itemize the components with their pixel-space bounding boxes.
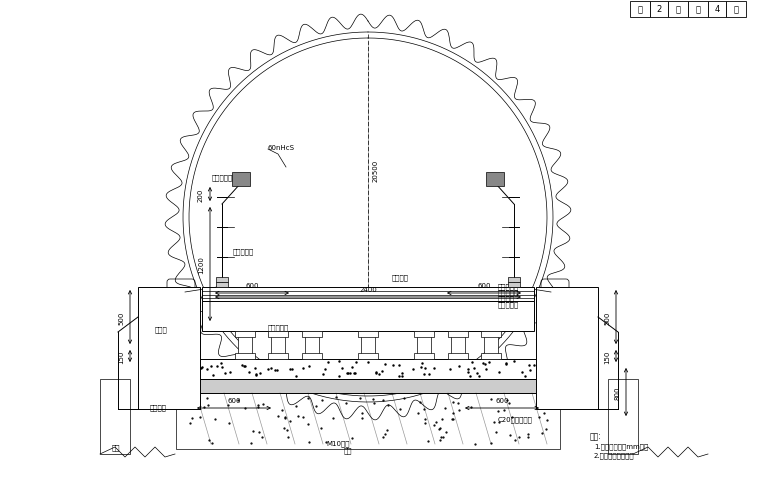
Bar (235, 331, 255, 337)
Text: 2: 2 (657, 5, 662, 15)
Bar (414, 331, 434, 337)
Bar (481, 331, 501, 337)
Text: 页: 页 (676, 5, 680, 15)
Text: 页: 页 (733, 5, 739, 15)
Bar (216, 283, 228, 287)
Bar (176, 393, 560, 449)
Bar (708, 2, 726, 18)
Text: 20500: 20500 (373, 159, 379, 181)
Bar (202, 287, 534, 302)
Text: 600: 600 (245, 283, 258, 288)
Text: 600: 600 (227, 397, 241, 403)
Text: 600: 600 (496, 397, 508, 403)
Text: 素混凝土: 素混凝土 (150, 404, 167, 410)
Text: 普通花岗岩: 普通花岗岩 (498, 301, 519, 307)
FancyBboxPatch shape (167, 280, 195, 305)
Bar (194, 359, 542, 379)
Text: 2400: 2400 (359, 286, 377, 292)
Bar (486, 173, 504, 186)
Text: 600: 600 (477, 283, 491, 288)
Bar (448, 353, 468, 359)
Bar (508, 278, 520, 283)
Text: C20混凝土垫层: C20混凝土垫层 (498, 416, 533, 423)
Bar (216, 278, 228, 283)
Text: 桥面铺装层: 桥面铺装层 (268, 324, 289, 331)
Text: 150: 150 (604, 349, 610, 363)
Bar (630, 2, 650, 18)
Bar (358, 331, 378, 337)
Bar (451, 331, 465, 359)
Text: 混凝土栏杆扶手: 混凝土栏杆扶手 (212, 174, 242, 181)
Bar (539, 299, 555, 309)
Bar (181, 311, 197, 321)
Bar (481, 353, 501, 359)
Bar (650, 2, 668, 18)
Text: M10浆砌: M10浆砌 (326, 440, 350, 447)
Text: 60nHcS: 60nHcS (268, 145, 295, 151)
Text: 附注:: 附注: (590, 431, 602, 440)
Bar (305, 331, 319, 359)
Bar (138, 287, 200, 409)
Text: 水泥砂浆: 水泥砂浆 (498, 295, 515, 302)
Bar (688, 2, 708, 18)
Bar (302, 353, 322, 359)
Bar (302, 331, 322, 337)
Bar (176, 379, 560, 393)
Text: 第: 第 (638, 5, 642, 15)
Bar (508, 283, 520, 287)
Text: 排水沟: 排水沟 (155, 326, 168, 333)
Text: 不锈钢立柱: 不锈钢立柱 (233, 248, 255, 255)
Bar (100, 379, 130, 454)
Text: 200: 200 (198, 188, 204, 201)
Bar (358, 353, 378, 359)
FancyBboxPatch shape (541, 280, 569, 305)
Text: 磨光花岗岩: 磨光花岗岩 (498, 289, 519, 296)
Text: 1.本图单位均以mm计，: 1.本图单位均以mm计， (594, 442, 648, 448)
Text: 花岗岩压顶: 花岗岩压顶 (498, 283, 519, 290)
Text: 500: 500 (118, 311, 124, 324)
Bar (181, 299, 197, 309)
Text: 共: 共 (695, 5, 701, 15)
Bar (238, 331, 252, 359)
Bar (484, 331, 498, 359)
Bar (268, 353, 288, 359)
Text: 150: 150 (118, 349, 124, 363)
Text: 木质花坛: 木质花坛 (392, 274, 409, 281)
Bar (448, 331, 468, 337)
Bar (271, 331, 285, 359)
Bar (539, 287, 555, 297)
Bar (668, 2, 688, 18)
Bar (726, 2, 746, 18)
Text: 片石: 片石 (344, 447, 352, 453)
Bar (539, 311, 555, 321)
Bar (608, 379, 638, 454)
Text: 山体: 山体 (112, 444, 121, 450)
Bar (268, 331, 288, 337)
Text: 800: 800 (614, 386, 620, 399)
Bar (361, 331, 375, 359)
Bar (202, 302, 534, 331)
Text: 1200: 1200 (198, 256, 204, 273)
Bar (417, 331, 431, 359)
Bar (232, 173, 250, 186)
Text: 500: 500 (604, 311, 610, 324)
Bar (181, 287, 197, 297)
Bar (414, 353, 434, 359)
Text: 2.图纸比例：见图。: 2.图纸比例：见图。 (594, 451, 635, 458)
Bar (536, 287, 598, 409)
Bar (235, 353, 255, 359)
Text: 4: 4 (714, 5, 720, 15)
